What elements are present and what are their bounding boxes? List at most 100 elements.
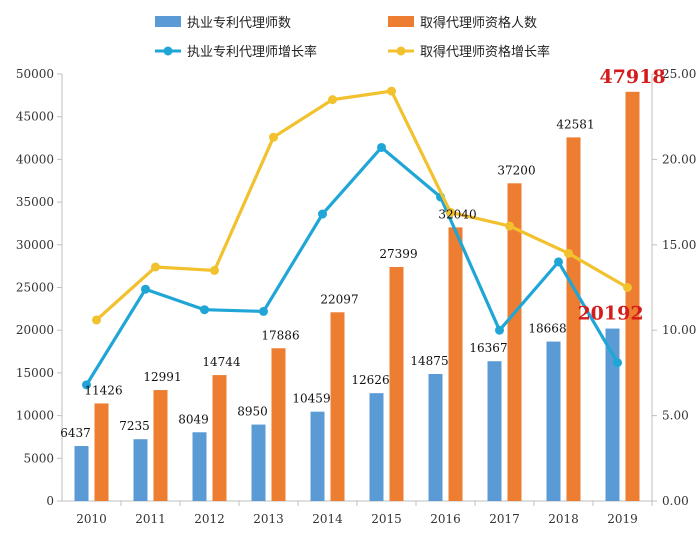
bar-qualified (153, 390, 168, 501)
line-point (505, 221, 514, 231)
line-point (141, 284, 150, 294)
line-point (495, 325, 504, 335)
bar-qualified (389, 267, 404, 501)
line-point (269, 132, 278, 142)
legend-label: 执业专利代理师数 (187, 16, 291, 31)
bar-value-label: 22097 (320, 292, 358, 306)
x-tick-label: 2010 (76, 512, 107, 526)
right-tick-label: 25.00 (662, 67, 696, 81)
x-tick-label: 2014 (312, 512, 343, 526)
right-tick-label: 5.00 (662, 409, 689, 423)
bar-value-label: 32040 (438, 207, 476, 221)
bar-qualified (271, 348, 286, 501)
bar-practitioners (428, 373, 443, 501)
bar-qualified (448, 227, 463, 501)
bar-practitioners (251, 424, 266, 501)
bar-value-label: 42581 (556, 117, 594, 131)
x-tick-label: 2011 (135, 512, 166, 526)
legend-item: 取得代理师资格增长率 (388, 44, 550, 60)
right-tick-label: 0.00 (662, 494, 689, 508)
bar-value-label: 12991 (143, 370, 181, 384)
bar-qualified (507, 183, 522, 501)
bar-practitioners (605, 328, 620, 501)
line-point (259, 306, 268, 316)
bar-qualified (566, 137, 581, 501)
bar-practitioners (546, 341, 561, 501)
x-tick-label: 2017 (489, 512, 520, 526)
bar-practitioners (192, 432, 207, 501)
bar-value-label: 10459 (292, 392, 330, 406)
axes: 0 5000 10000 15000 20000 25000 30000 35000 40000… (16, 67, 697, 526)
highlight-label: 47918 (599, 66, 665, 88)
bar-practitioners (487, 361, 502, 501)
line-practitioner-growth (85, 145, 619, 386)
bar-value-label: 7235 (119, 419, 150, 433)
legend-swatch (388, 16, 414, 27)
bar-practitioners (74, 446, 89, 501)
bar-value-label: 12626 (351, 373, 389, 387)
bar-value-label: 27399 (379, 247, 417, 261)
left-tick-label: 35000 (16, 195, 54, 209)
line-point (151, 262, 160, 272)
x-tick-label: 2015 (371, 512, 402, 526)
legend-label: 执业专利代理师增长率 (187, 44, 317, 60)
bar-qualified (94, 403, 109, 501)
bar-value-label: 17886 (261, 328, 299, 342)
bar-value-label: 8950 (237, 405, 268, 419)
bar-qualified (625, 91, 640, 502)
legend-item: 取得代理师资格人数 (388, 15, 537, 31)
highlight-label: 20192 (577, 303, 643, 325)
legend-label: 取得代理师资格人数 (420, 15, 537, 31)
lines (82, 86, 632, 390)
bar-value-label: 37200 (497, 163, 535, 177)
x-tick-label: 2016 (430, 512, 461, 526)
bars (74, 91, 640, 502)
x-tick-label: 2019 (607, 512, 638, 526)
data-labels: 6437 7235 8049 8950 10459 12626 14875 16367 1866… (60, 66, 665, 440)
bar-value-label: 14875 (410, 354, 448, 368)
left-tick-label: 50000 (16, 67, 54, 81)
bar-value-label: 16367 (469, 341, 507, 355)
line-point (92, 315, 101, 325)
left-tick-label: 40000 (16, 152, 54, 166)
line-point (446, 207, 455, 217)
line-point (328, 95, 337, 105)
line-point (564, 248, 573, 258)
line-point (200, 305, 209, 315)
line-qualified-growth (95, 89, 629, 322)
left-tick-label: 45000 (16, 110, 54, 124)
line-point (318, 209, 327, 219)
legend-label: 取得代理师资格增长率 (420, 44, 550, 60)
left-tick-label: 20000 (16, 323, 54, 337)
legend-swatch (155, 16, 181, 27)
legend-item: 执业专利代理师数 (155, 16, 291, 31)
bar-practitioners (369, 393, 384, 501)
bar-practitioners (310, 411, 325, 501)
legend-marker (396, 46, 406, 56)
line-point (387, 86, 396, 96)
left-tick-label: 0 (46, 494, 54, 508)
right-tick-label: 15.00 (662, 238, 696, 252)
bar-qualified (330, 312, 345, 501)
line-point (210, 265, 219, 275)
bar-value-label: 11426 (84, 383, 122, 397)
left-tick-label: 30000 (16, 238, 54, 252)
line-point (377, 142, 386, 152)
bar-practitioners (133, 439, 148, 501)
left-tick-label: 5000 (23, 451, 54, 465)
legend-marker (163, 46, 173, 56)
x-tick-label: 2013 (253, 512, 284, 526)
line-point (613, 358, 622, 368)
bar-value-label: 8049 (178, 412, 209, 426)
line-point (554, 257, 563, 267)
bar-value-label: 18668 (528, 322, 566, 336)
right-tick-label: 10.00 (662, 323, 696, 337)
bar-value-label: 6437 (60, 426, 91, 440)
line-point (82, 380, 91, 390)
left-tick-label: 10000 (16, 409, 54, 423)
line-point (623, 283, 632, 292)
left-tick-label: 15000 (16, 366, 54, 380)
x-tick-label: 2018 (548, 512, 579, 526)
